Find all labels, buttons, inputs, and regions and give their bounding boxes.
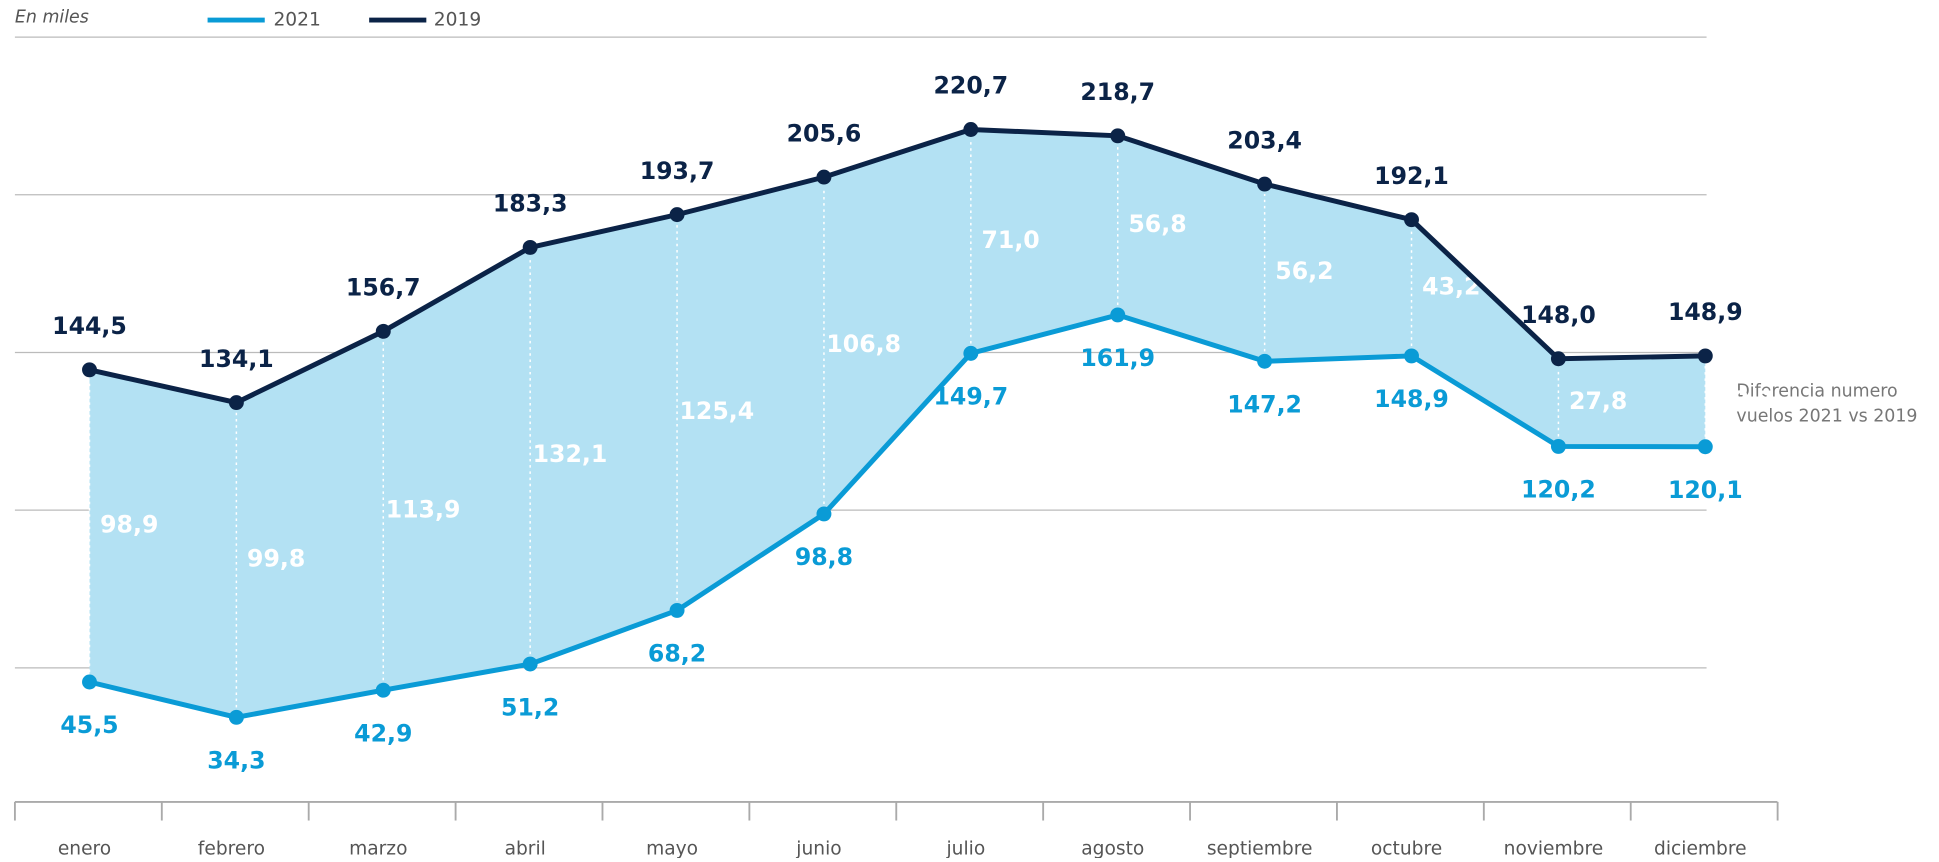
point bbox=[1404, 212, 1419, 228]
difference-label: 71,0 bbox=[981, 226, 1039, 254]
value-label: 42,9 bbox=[354, 719, 412, 747]
point bbox=[522, 239, 538, 255]
value-label: 51,2 bbox=[501, 693, 559, 721]
difference-label: 106,8 bbox=[826, 330, 901, 358]
value-label: 148,9 bbox=[1374, 385, 1449, 413]
difference-label: 113,9 bbox=[386, 495, 461, 523]
value-label: 134,1 bbox=[199, 345, 274, 373]
difference-note-box: Diferencia numero vuelos 2021 vs 2019 bbox=[1736, 381, 1918, 427]
value-label: 120,1 bbox=[1668, 476, 1743, 504]
value-label: 120,2 bbox=[1521, 476, 1596, 504]
difference-label: 98,9 bbox=[100, 510, 158, 538]
value-label: 192,1 bbox=[1374, 162, 1449, 190]
point bbox=[228, 395, 244, 411]
x-tick-label: octubre bbox=[1371, 839, 1442, 858]
value-label: 34,3 bbox=[207, 747, 265, 775]
point bbox=[1697, 439, 1713, 455]
difference-label: 125,4 bbox=[679, 397, 754, 425]
value-label: 183,3 bbox=[493, 190, 568, 218]
difference-label: 56,2 bbox=[1275, 257, 1333, 285]
difference-label: 132,1 bbox=[533, 440, 608, 468]
x-tick-label: febrero bbox=[198, 839, 265, 858]
value-label: 149,7 bbox=[933, 383, 1008, 411]
x-tick-label: agosto bbox=[1081, 839, 1144, 858]
value-label: 203,4 bbox=[1227, 126, 1302, 154]
point bbox=[669, 207, 685, 223]
x-tick-label: junio bbox=[795, 839, 841, 858]
difference-label: 56,8 bbox=[1128, 210, 1186, 238]
point bbox=[375, 323, 391, 339]
point bbox=[82, 674, 97, 690]
value-label: 68,2 bbox=[648, 640, 706, 668]
point bbox=[1697, 348, 1713, 364]
y-note: En miles bbox=[15, 8, 89, 28]
value-label: 161,9 bbox=[1080, 344, 1155, 372]
difference-label: 27,8 bbox=[1569, 387, 1627, 415]
point bbox=[669, 602, 685, 618]
point bbox=[816, 169, 832, 185]
point bbox=[1110, 128, 1126, 144]
difference-area bbox=[89, 129, 1706, 718]
value-label: 193,7 bbox=[640, 157, 715, 185]
x-tick-label: marzo bbox=[349, 839, 407, 858]
point bbox=[963, 345, 979, 361]
line-2021 bbox=[88, 312, 1706, 720]
point bbox=[963, 122, 979, 137]
value-label: 218,7 bbox=[1080, 78, 1155, 106]
x-tick-label: abril bbox=[505, 839, 546, 858]
legend-label: 2019 bbox=[434, 10, 481, 31]
point bbox=[522, 656, 538, 672]
value-label: 144,5 bbox=[52, 312, 127, 340]
value-label: 220,7 bbox=[933, 72, 1008, 100]
point bbox=[1550, 438, 1566, 454]
value-label: 156,7 bbox=[346, 274, 421, 302]
point bbox=[1110, 307, 1126, 323]
difference-note: Diferencia numero vuelos 2021 vs 2019 bbox=[1736, 381, 1918, 427]
point bbox=[1257, 176, 1273, 192]
value-label: 98,8 bbox=[795, 543, 853, 571]
point bbox=[816, 506, 832, 522]
difference-label: 28,7 bbox=[1716, 386, 1774, 414]
x-tick-label: mayo bbox=[646, 839, 698, 858]
point bbox=[1550, 351, 1566, 367]
point bbox=[1404, 348, 1419, 364]
value-label: 147,2 bbox=[1227, 391, 1302, 419]
point bbox=[375, 682, 391, 698]
x-tick-label: septiembre bbox=[1207, 839, 1313, 858]
value-label: 148,0 bbox=[1521, 301, 1596, 329]
value-label: 205,6 bbox=[787, 119, 862, 147]
x-tick-label: diciembre bbox=[1654, 839, 1747, 858]
line-2019 bbox=[88, 126, 1706, 406]
legend-label: 2021 bbox=[273, 10, 320, 31]
x-tick-label: julio bbox=[946, 839, 986, 858]
point bbox=[82, 362, 97, 378]
value-label: 45,5 bbox=[60, 711, 118, 739]
value-label: 148,9 bbox=[1668, 298, 1743, 326]
point bbox=[228, 709, 244, 725]
x-tick-label: noviembre bbox=[1504, 839, 1604, 858]
x-tick-label: enero bbox=[58, 839, 111, 858]
point bbox=[1257, 353, 1273, 369]
difference-label: 99,8 bbox=[247, 544, 305, 572]
